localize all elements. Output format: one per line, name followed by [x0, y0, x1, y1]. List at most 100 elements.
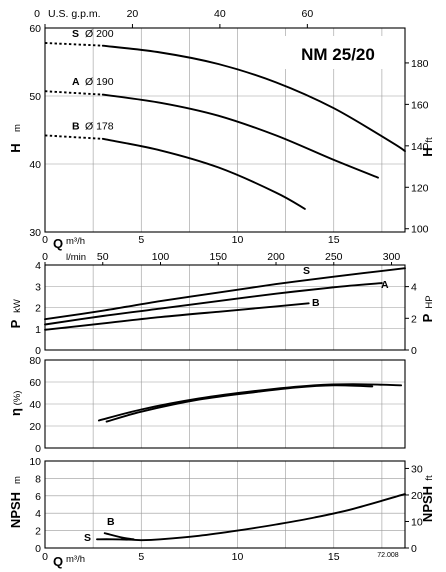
npsh-y-tick-label: 10: [29, 456, 41, 468]
head-y-tick-label: 60: [29, 23, 41, 35]
lmin-axis-tick-label: 200: [267, 251, 285, 263]
title-backdrop: [283, 36, 393, 69]
head-y2-tick-label: 120: [411, 182, 429, 194]
power-curve-A: [44, 282, 383, 326]
head-y-tick-label: 40: [29, 159, 41, 171]
npsh-q-axis-tick-label: 15: [328, 551, 340, 563]
head-curve-B: [101, 137, 306, 210]
power-curve-A-label: A: [381, 279, 389, 291]
npsh-y-tick-label: 0: [35, 543, 41, 555]
npsh-y2-axis-unit: ft: [424, 475, 435, 481]
head-curve-A-dashed: [44, 90, 103, 96]
head-y-axis-unit: m: [12, 124, 23, 132]
head-y2-tick-label: 140: [411, 141, 429, 153]
power-curve-B-label: B: [312, 297, 320, 309]
efficiency-y-axis-unit: (%): [12, 391, 23, 406]
efficiency-y-axis-name: η: [8, 408, 23, 416]
head-y2-tick-label: 180: [411, 58, 429, 70]
efficiency-y-tick-label: 40: [29, 399, 41, 411]
npsh-y-tick-label: 8: [35, 473, 41, 485]
head-curve-B-label: B: [72, 120, 80, 132]
power-y2-axis-name: P: [420, 313, 435, 322]
q-axis-tick-label: 0: [42, 234, 48, 246]
head-y2-axis-unit: ft: [424, 137, 435, 143]
npsh-y-tick-label: 4: [35, 508, 41, 520]
npsh-q-axis-tick-label: 5: [138, 551, 144, 563]
npsh-y2-tick-label: 0: [411, 543, 417, 555]
npsh-curve-B: [103, 532, 135, 541]
top-axis-tick-label: 0: [34, 8, 40, 20]
npsh-y2-tick-label: 20: [411, 490, 423, 502]
lmin-axis-tick-label: 0: [42, 251, 48, 263]
power-frame: [44, 264, 406, 351]
power-y-tick-label: 2: [35, 303, 41, 315]
top-axis-tick-label: 20: [127, 8, 139, 20]
power-y-tick-label: 0: [35, 345, 41, 357]
head-y2-tick-label: 160: [411, 99, 429, 111]
efficiency-y-tick-label: 60: [29, 377, 41, 389]
npsh-q-axis-tick-label: 0: [42, 551, 48, 563]
lmin-axis-tick-label: 100: [152, 251, 170, 263]
power-curve-B: [44, 302, 310, 331]
head-curve-B-dashed: [44, 134, 103, 140]
head-frame: [44, 27, 406, 233]
power-y2-tick-label: 4: [411, 282, 417, 294]
lmin-axis-label: l/min: [66, 252, 86, 263]
npsh-y-axis-name: NPSH: [8, 492, 23, 528]
q-axis-unit: m³/h: [66, 236, 85, 247]
efficiency-frame: [44, 359, 406, 449]
head-curve-S-dashed: [44, 42, 103, 47]
npsh-curve-S: [96, 493, 406, 542]
lmin-axis-tick-label: 50: [97, 251, 109, 263]
q-axis-tick-label: 15: [328, 234, 340, 246]
npsh-y-tick-label: 2: [35, 526, 41, 538]
efficiency-y-tick-label: 0: [35, 443, 41, 455]
head-curve-A-diameter: Ø 190: [85, 76, 114, 88]
lmin-axis-tick-label: 250: [325, 251, 343, 263]
npsh-y-tick-label: 6: [35, 491, 41, 503]
head-y2-tick-label: 100: [411, 224, 429, 236]
top-axis-tick-label: 60: [301, 8, 313, 20]
top-axis-tick-label: 40: [214, 8, 226, 20]
npsh-q-axis-name: Q: [53, 554, 63, 569]
npsh-y-axis-unit: m: [12, 476, 23, 484]
head-curve-S-label: S: [72, 28, 79, 40]
npsh-q-axis-tick-label: 10: [232, 551, 244, 563]
power-y-axis-unit: kW: [12, 299, 23, 313]
head-curve-S-diameter: Ø 200: [85, 28, 114, 40]
efficiency-y-tick-label: 80: [29, 355, 41, 367]
npsh-curve-S-label: S: [84, 532, 91, 544]
power-y2-tick-label: 2: [411, 313, 417, 325]
power-y-tick-label: 1: [35, 324, 41, 336]
power-curve-S: [44, 267, 406, 321]
head-y2-axis-name: H: [420, 147, 435, 156]
q-axis-tick-label: 10: [232, 234, 244, 246]
chart-code: 72.008: [377, 552, 399, 559]
lmin-axis-tick-label: 150: [209, 251, 227, 263]
efficiency-curve-1: [97, 383, 403, 422]
npsh-y2-axis-name: NPSH: [420, 486, 435, 522]
npsh-q-axis-unit: m³/h: [66, 554, 85, 565]
power-y-tick-label: 3: [35, 281, 41, 293]
efficiency-curve-2: [105, 384, 374, 423]
q-axis-name: Q: [53, 236, 63, 251]
power-curve-S-label: S: [303, 265, 310, 277]
npsh-curve-B-label: B: [107, 516, 115, 528]
npsh-y2-tick-label: 30: [411, 463, 423, 475]
head-curve-A-label: A: [72, 76, 80, 88]
power-y2-tick-label: 0: [411, 345, 417, 357]
npsh-y2-tick-label: 10: [411, 516, 423, 528]
power-y-axis-name: P: [8, 319, 23, 328]
head-y-tick-label: 30: [29, 227, 41, 239]
q-axis-tick-label: 5: [138, 234, 144, 246]
power-y-tick-label: 4: [35, 260, 41, 272]
head-curve-S: [101, 44, 406, 153]
head-y-tick-label: 50: [29, 91, 41, 103]
efficiency-y-tick-label: 20: [29, 421, 41, 433]
top-axis-label: U.S. g.p.m.: [48, 8, 101, 20]
head-curve-B-diameter: Ø 178: [85, 120, 114, 132]
npsh-frame: [44, 460, 406, 549]
head-y-axis-name: H: [8, 143, 23, 152]
chart-title: NM 25/20: [301, 45, 375, 64]
